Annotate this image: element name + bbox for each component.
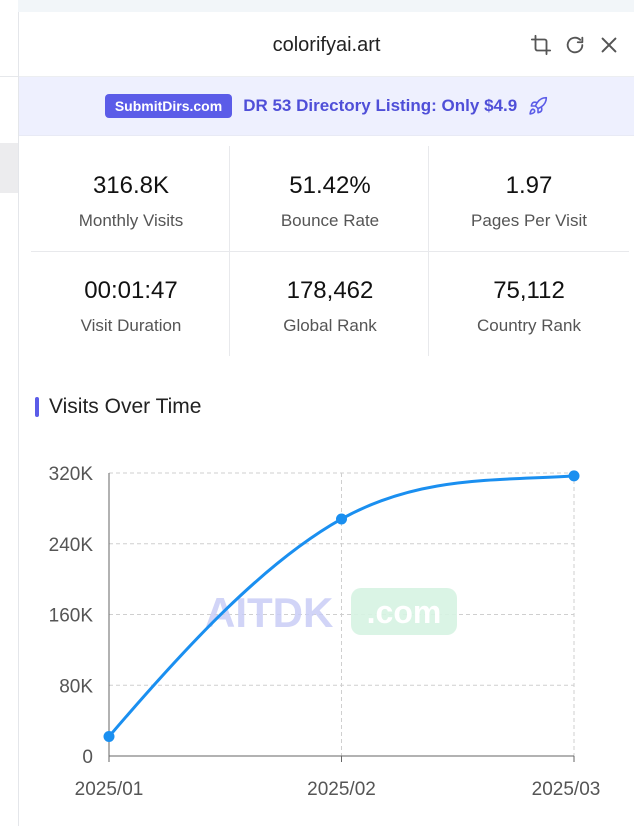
promo-banner[interactable]: SubmitDirs.com DR 53 Directory Listing: … [19,77,634,136]
stat-label: Pages Per Visit [471,211,587,230]
site-info-panel: colorifyai.art [18,12,634,826]
stat-pages-per-visit: 1.97 Pages Per Visit [429,146,629,251]
watermark-pill [351,588,457,635]
y-tick-label: 240K [49,535,94,556]
x-tick-label: 2025/03 [532,779,601,800]
stat-value: 00:01:47 [84,277,178,304]
header-actions [530,34,620,56]
section-heading: Visits Over Time [35,395,201,419]
visits-chart-svg: 0 80K 160K 240K 320K 2025/01 2025/02 2025/03 AIT… [49,464,601,800]
background-top-bar [0,0,634,12]
stat-label: Bounce Rate [280,211,380,230]
watermark-suffix: .com [367,594,442,630]
x-tick-label: 2025/02 [307,779,376,800]
stat-monthly-visits: 316.8K Monthly Visits [31,146,231,251]
data-point [103,731,115,743]
watermark-brand: AITDK [205,589,333,636]
stat-value: 1.97 [505,172,553,199]
stat-label: Monthly Visits [78,211,184,230]
stat-bounce-rate: 51.42% Bounce Rate [230,146,430,251]
background-page [0,0,18,826]
stat-country-rank: 75,112 Country Rank [429,251,629,356]
stat-global-rank: 178,462 Global Rank [230,251,430,356]
data-point [568,470,580,482]
stat-value: 75,112 [493,277,565,304]
crop-icon[interactable] [530,34,552,56]
rocket-icon[interactable] [528,96,548,116]
promo-badge[interactable]: SubmitDirs.com [104,94,233,118]
stat-value: 178,462 [286,277,374,304]
stat-label: Visit Duration [80,316,182,335]
y-tick-label: 320K [49,464,94,485]
stat-label: Global Rank [283,316,377,335]
y-tick-label: 0 [82,747,93,768]
close-icon[interactable] [598,34,620,56]
stat-value: 316.8K [92,172,170,199]
stats-grid: 316.8K Monthly Visits 51.42% Bounce Rate… [31,146,629,356]
stat-visit-duration: 00:01:47 Visit Duration [31,251,231,356]
visits-chart: 0 80K 160K 240K 320K 2025/01 2025/02 2025/03 AIT… [19,452,634,822]
stat-value: 51.42% [289,172,371,199]
data-point [336,513,347,525]
background-divider [0,76,18,77]
stats-divider [31,251,629,252]
panel-title: colorifyai.art [272,34,381,56]
section-title: Visits Over Time [49,395,202,418]
background-highlight-row [0,143,18,193]
y-tick-label: 160K [49,606,94,627]
y-tick-label: 80K [59,676,93,697]
section-accent-bar [35,397,39,417]
promo-text[interactable]: DR 53 Directory Listing: Only $4.9 [243,96,518,115]
x-tick-label: 2025/01 [75,779,144,800]
refresh-icon[interactable] [564,34,586,56]
panel-header: colorifyai.art [19,12,634,77]
stat-label: Country Rank [477,316,581,335]
